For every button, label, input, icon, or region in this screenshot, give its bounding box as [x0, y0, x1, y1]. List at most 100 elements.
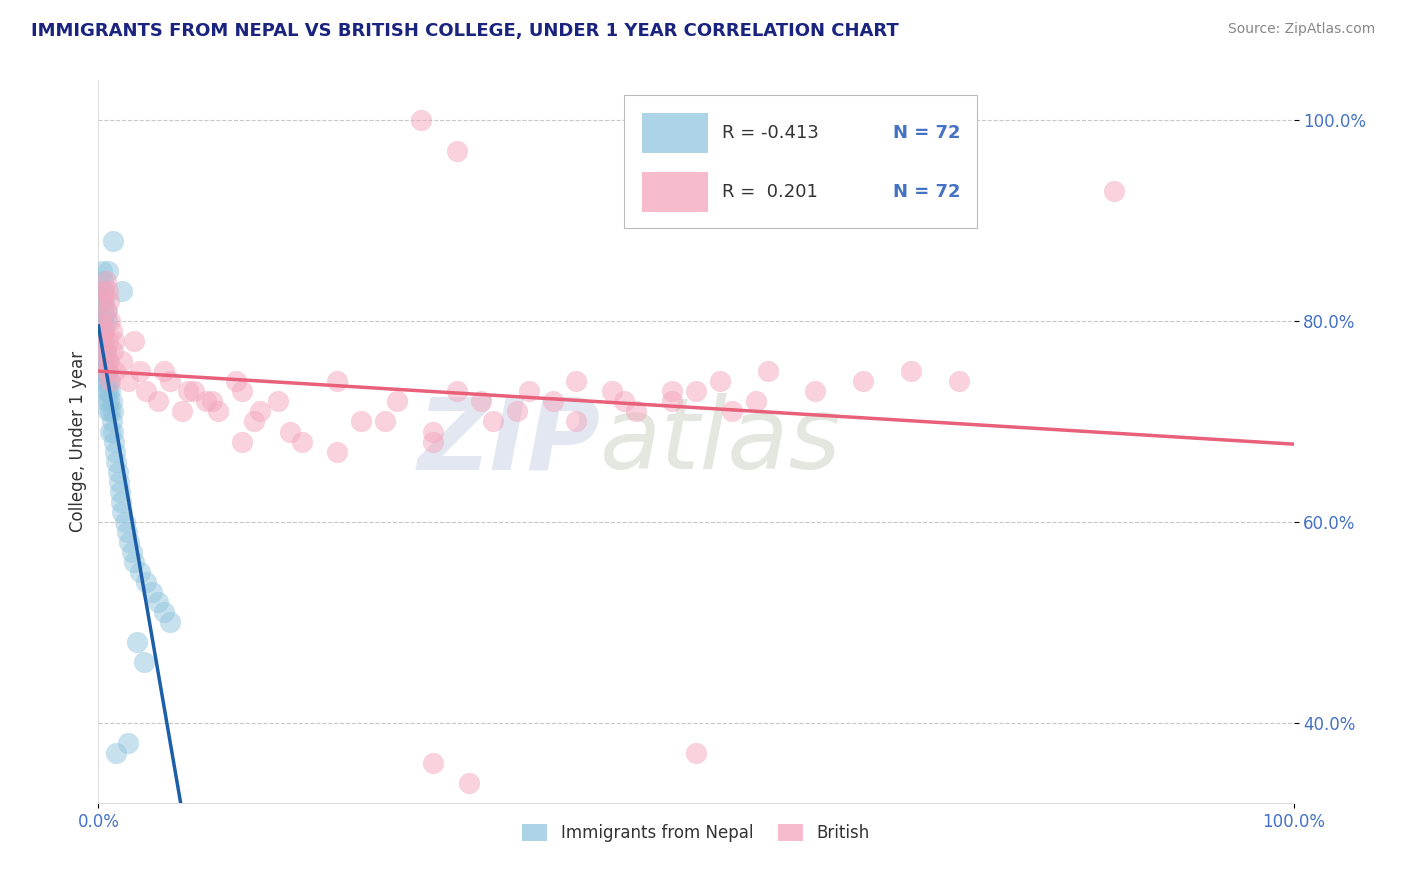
Text: atlas: atlas — [600, 393, 842, 490]
Point — [94, 344, 117, 359]
Point — [97, 404, 120, 418]
Text: Source: ZipAtlas.com: Source: ZipAtlas.com — [1227, 22, 1375, 37]
Text: R = -0.413: R = -0.413 — [723, 124, 820, 142]
Point — [685, 746, 707, 760]
Point — [852, 375, 875, 389]
Point — [117, 375, 139, 389]
Point — [93, 324, 115, 338]
Point — [91, 354, 114, 368]
Point — [177, 384, 200, 399]
Point — [91, 334, 114, 348]
Point — [517, 384, 540, 399]
Point — [411, 113, 433, 128]
Text: R =  0.201: R = 0.201 — [723, 183, 818, 202]
Point — [118, 535, 141, 549]
Point — [458, 775, 481, 790]
Point — [100, 394, 122, 409]
Point — [148, 394, 170, 409]
Point — [101, 344, 124, 359]
Point — [900, 364, 922, 378]
Point — [231, 434, 253, 449]
Point — [98, 394, 121, 409]
Point — [91, 304, 114, 318]
Point — [91, 334, 114, 348]
Point — [111, 505, 134, 519]
Text: ZIP: ZIP — [418, 393, 600, 490]
Point — [90, 324, 112, 338]
Point — [141, 585, 163, 599]
Point — [91, 364, 114, 378]
Point — [98, 293, 121, 308]
Point — [98, 404, 122, 418]
Point — [626, 404, 648, 418]
Point — [132, 655, 155, 669]
Point — [183, 384, 205, 399]
Text: N = 72: N = 72 — [893, 183, 960, 202]
Point — [93, 314, 115, 328]
Point — [506, 404, 529, 418]
Point — [98, 314, 122, 328]
Point — [326, 444, 349, 458]
Point — [97, 364, 120, 378]
Point — [91, 293, 114, 308]
Point — [602, 384, 624, 399]
Point — [100, 414, 122, 428]
Legend: Immigrants from Nepal, British: Immigrants from Nepal, British — [516, 817, 876, 848]
Point — [90, 314, 112, 328]
Point — [105, 454, 128, 469]
Point — [101, 404, 124, 418]
Point — [207, 404, 229, 418]
Point — [172, 404, 194, 418]
Point — [153, 364, 176, 378]
Point — [101, 234, 124, 248]
Point — [91, 324, 114, 338]
Bar — [643, 172, 709, 212]
Point — [565, 375, 588, 389]
Point — [124, 555, 146, 569]
Point — [111, 354, 134, 368]
Point — [105, 746, 128, 760]
Point — [100, 324, 122, 338]
Point — [422, 756, 444, 770]
Point — [804, 384, 827, 399]
Point — [385, 394, 409, 409]
Point — [326, 375, 349, 389]
Point — [201, 394, 224, 409]
Point — [96, 364, 118, 378]
Point — [159, 615, 181, 630]
Point — [89, 354, 111, 368]
Point — [110, 494, 132, 508]
Point — [93, 334, 115, 348]
Point — [1104, 184, 1126, 198]
Point — [98, 354, 121, 368]
Point — [195, 394, 218, 409]
Point — [98, 384, 122, 399]
Point — [225, 375, 247, 389]
Point — [93, 293, 115, 308]
Text: IMMIGRANTS FROM NEPAL VS BRITISH COLLEGE, UNDER 1 YEAR CORRELATION CHART: IMMIGRANTS FROM NEPAL VS BRITISH COLLEGE… — [31, 22, 898, 40]
Point — [153, 605, 176, 619]
Point — [104, 444, 127, 458]
Point — [93, 324, 115, 338]
Point — [243, 414, 266, 428]
Point — [115, 524, 138, 539]
Point — [159, 375, 181, 389]
Point — [89, 364, 111, 378]
Point — [709, 375, 731, 389]
Point — [278, 425, 301, 439]
Point — [107, 465, 129, 479]
Point — [446, 384, 468, 399]
Point — [94, 344, 117, 359]
FancyBboxPatch shape — [624, 95, 977, 228]
Point — [93, 284, 115, 298]
Point — [541, 394, 564, 409]
Point — [108, 484, 131, 499]
Point — [267, 394, 290, 409]
Point — [96, 304, 118, 318]
Point — [446, 144, 468, 158]
Point — [103, 434, 125, 449]
Point — [125, 635, 148, 649]
Point — [98, 425, 122, 439]
Point — [98, 375, 121, 389]
Point — [121, 545, 143, 559]
